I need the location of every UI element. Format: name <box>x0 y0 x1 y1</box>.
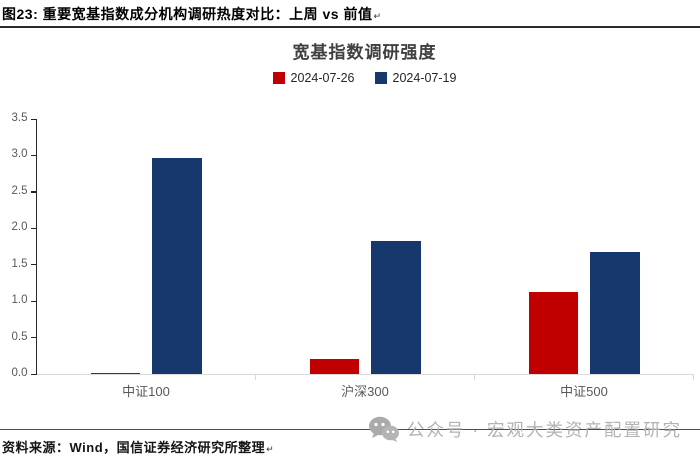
legend-label-previous-week: 2024-07-19 <box>392 71 457 85</box>
figure-title-text: 图23: 重要宽基指数成分机构调研热度对比：上周 vs 前值 <box>2 6 373 22</box>
x-axis-tick <box>474 374 475 380</box>
wechat-icon <box>369 416 399 442</box>
y-axis-tick-label: 3.0 <box>11 148 28 161</box>
x-axis-tick <box>693 374 694 380</box>
chart-title: 宽基指数调研强度 <box>292 43 437 62</box>
y-axis-line <box>36 119 38 375</box>
figure-title: 图23: 重要宽基指数成分机构调研热度对比：上周 vs 前值↵ <box>2 4 382 24</box>
x-axis-line <box>36 374 694 375</box>
bar <box>152 157 202 374</box>
bar <box>590 251 640 374</box>
paragraph-mark: ↵ <box>266 444 275 454</box>
watermark: 公众号 · 宏观大类资产配置研究 <box>368 414 682 444</box>
bar <box>310 358 359 374</box>
footer-divider <box>0 429 700 430</box>
y-axis-tick <box>30 154 37 157</box>
y-axis-tick <box>30 264 37 266</box>
title-divider <box>0 26 700 28</box>
y-axis-tick-label: 0.5 <box>11 330 28 343</box>
y-axis-tick-label: 0.0 <box>11 367 28 379</box>
y-axis-tick-label: 1.0 <box>11 294 28 307</box>
x-category-label: 沪深300 <box>341 384 389 399</box>
y-axis-tick <box>30 118 37 120</box>
watermark-text: 公众号 · 宏观大类资产配置研究 <box>407 419 683 440</box>
y-axis-tick-label: 3.5 <box>11 112 28 124</box>
x-category-label: 中证100 <box>122 384 170 399</box>
source-note: 资料来源：Wind，国信证券经济研究所整理↵ <box>2 437 274 456</box>
y-axis-tick-label: 2.0 <box>11 221 28 234</box>
x-axis-tick <box>255 374 256 380</box>
y-axis-tick <box>30 300 37 302</box>
source-text: 资料来源：Wind，国信证券经济研究所整理 <box>2 440 266 455</box>
legend-swatch-navy <box>374 72 387 84</box>
y-axis-tick-label: 2.5 <box>11 184 28 197</box>
chart-legend: 2024-07-26 2024-07-19 <box>36 70 693 86</box>
bar <box>91 372 140 374</box>
y-axis-tick <box>30 227 37 229</box>
x-category-label: 中证500 <box>560 384 608 399</box>
y-axis-tick <box>30 191 37 193</box>
paragraph-mark: ↵ <box>373 11 382 21</box>
y-axis-tick <box>30 337 37 339</box>
legend-label-current-week: 2024-07-26 <box>290 71 355 85</box>
bar <box>529 292 578 374</box>
bar <box>371 241 421 374</box>
y-axis-tick <box>30 373 37 375</box>
y-axis-tick-label: 1.5 <box>11 257 28 270</box>
legend-swatch-red <box>272 72 285 84</box>
